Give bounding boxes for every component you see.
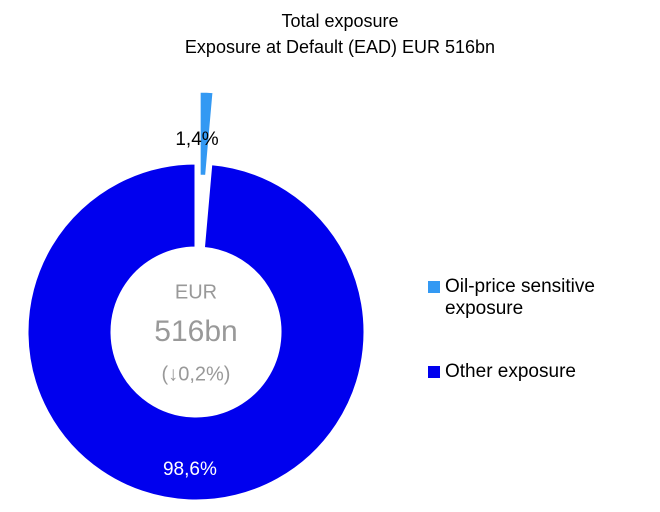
- slice: [25, 161, 367, 503]
- legend-swatch: [428, 366, 440, 378]
- legend-swatch: [428, 281, 440, 293]
- chart-subtitle: Exposure at Default (EAD) EUR 516bn: [185, 37, 495, 57]
- slice: [197, 89, 216, 179]
- value-label: 1,4%: [175, 129, 218, 150]
- legend-item: Oil-price sensitive exposure: [428, 276, 658, 320]
- legend-label: Other exposure: [445, 361, 576, 382]
- center-label: (↓0,2%): [162, 363, 231, 385]
- center-label: 516bn: [154, 315, 237, 348]
- value-label: 98,6%: [163, 459, 217, 480]
- legend-item: Other exposure: [428, 361, 658, 383]
- chart-title: Total exposure: [281, 11, 398, 31]
- center-label: EUR: [175, 281, 217, 303]
- legend-label: Oil-price sensitive exposure: [445, 276, 595, 319]
